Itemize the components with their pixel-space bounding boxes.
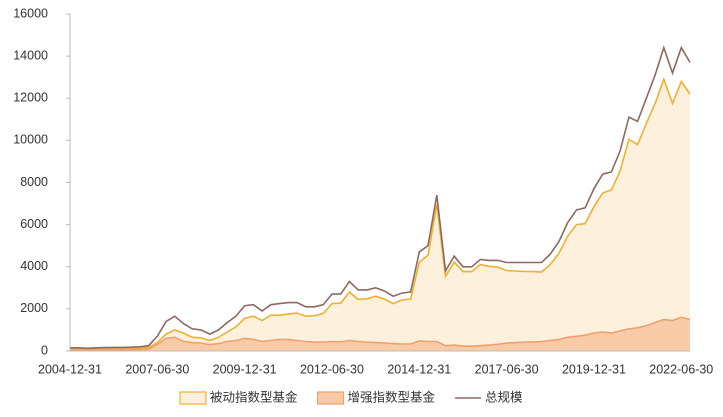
y-tick-label: 6000 (20, 217, 48, 231)
x-tick-label: 2022-06-30 (649, 362, 713, 376)
legend-label: 增强指数型基金 (348, 389, 436, 404)
x-tick-label: 2014-12-31 (387, 362, 451, 376)
y-tick-label: 12000 (13, 91, 48, 105)
x-tick-label: 2007-06-30 (125, 362, 189, 376)
legend-swatch (179, 391, 207, 405)
y-tick-label: 8000 (20, 175, 48, 189)
y-tick-label: 4000 (20, 259, 48, 273)
legend-swatch (316, 391, 345, 405)
y-tick-label: 16000 (13, 6, 48, 20)
y-tick-label: 14000 (13, 48, 48, 62)
y-tick-label: 2000 (20, 301, 48, 315)
series-line (70, 316, 691, 352)
area (70, 79, 690, 352)
legend-label: 被动指数型基金 (210, 389, 298, 404)
x-tick-label: 2017-06-30 (475, 362, 539, 376)
series-line (70, 45, 691, 350)
legend-label: 总规模 (485, 389, 523, 404)
x-tick-label: 2012-06-30 (300, 362, 364, 376)
x-tick-label: 2009-12-31 (213, 362, 277, 376)
y-tick-label: 10000 (13, 133, 48, 147)
x-tick-label: 2019-12-31 (562, 362, 626, 376)
series-line (70, 76, 691, 350)
y-tick-label: 0 (41, 343, 48, 357)
x-tick-label: 2004-12-31 (38, 362, 102, 376)
